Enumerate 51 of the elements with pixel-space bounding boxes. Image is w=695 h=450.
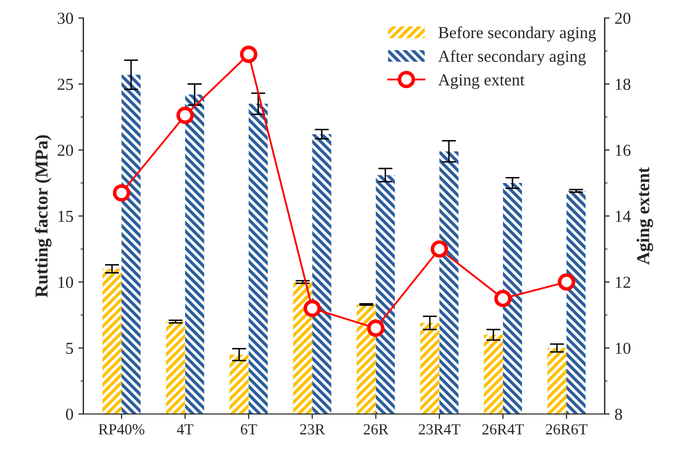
x-tick-label: 26R4T	[482, 424, 524, 434]
y2-tick-label: 10	[616, 342, 630, 354]
bar	[484, 334, 503, 414]
bar	[312, 134, 332, 414]
y-tick-label: 30	[58, 12, 74, 24]
bar	[185, 94, 204, 414]
x-tick-label: 4T	[176, 424, 194, 434]
y-tick-label: 0	[66, 408, 74, 420]
y2-tick-label: 16	[616, 144, 631, 156]
y2-tick-label: 18	[616, 78, 630, 90]
legend-label: Aging extent	[438, 74, 525, 89]
y2-tick-label: 8	[615, 408, 622, 420]
bar	[547, 348, 567, 414]
x-tick-label: 26R6T	[546, 424, 588, 434]
point	[494, 290, 512, 308]
y-tick-label: 20	[58, 144, 74, 156]
y2-axis-title: Aging extent	[636, 167, 654, 265]
y2-tick-label: 20	[615, 12, 630, 24]
point	[240, 46, 258, 63]
point	[430, 240, 448, 258]
bar	[293, 282, 312, 414]
point	[558, 273, 576, 291]
bar	[420, 322, 440, 414]
y-tick-label: 15	[58, 210, 74, 222]
bar	[102, 268, 122, 414]
point	[367, 320, 384, 337]
y-tick-label: 25	[58, 78, 74, 90]
x-tick-label: 23R4T	[418, 424, 460, 434]
y-tick-label: 5	[66, 342, 74, 354]
bar	[122, 74, 141, 414]
point	[304, 300, 321, 318]
bar	[356, 304, 376, 414]
legend-label: Before secondary aging	[438, 26, 596, 42]
legend-label: After secondary aging	[438, 50, 586, 66]
bar	[566, 190, 586, 414]
point	[112, 184, 130, 202]
point	[176, 106, 194, 124]
y2-tick-label: 14	[616, 210, 631, 222]
x-tick-label: 6T	[240, 424, 257, 434]
x-tick-label: 26R	[364, 424, 389, 434]
bar	[439, 151, 458, 414]
y2-tick-label: 12	[616, 276, 630, 288]
bar	[230, 354, 249, 414]
bar	[166, 322, 186, 414]
y-axis-title: Rutting factor (MPa)	[34, 135, 52, 298]
bar	[248, 104, 268, 414]
bar	[376, 175, 395, 414]
bar	[502, 183, 522, 414]
x-tick-label: RP40%	[98, 424, 144, 435]
y-tick-label: 10	[58, 276, 74, 288]
x-tick-label: 23R	[300, 424, 325, 434]
